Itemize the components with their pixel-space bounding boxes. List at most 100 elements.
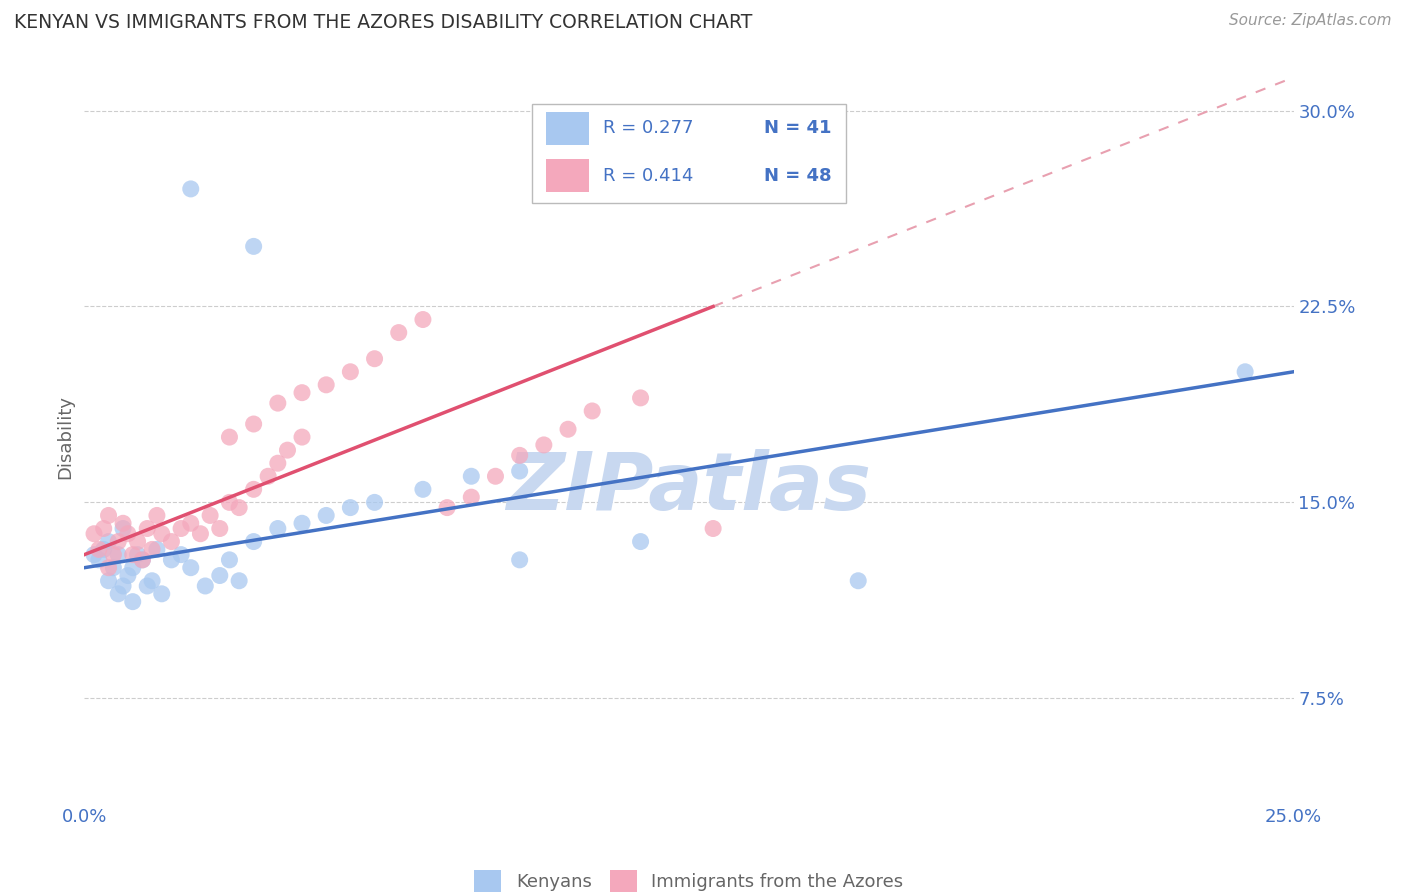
- Point: [117, 568, 139, 582]
- Point: [218, 495, 240, 509]
- Point: [103, 548, 125, 562]
- Point: [339, 500, 361, 515]
- Point: [581, 404, 603, 418]
- Point: [315, 377, 337, 392]
- Point: [83, 548, 105, 562]
- Y-axis label: Disability: Disability: [56, 395, 75, 479]
- Point: [228, 500, 250, 515]
- Point: [291, 385, 314, 400]
- Point: [218, 553, 240, 567]
- Point: [228, 574, 250, 588]
- FancyBboxPatch shape: [547, 159, 589, 192]
- Point: [170, 548, 193, 562]
- Point: [267, 396, 290, 410]
- Point: [267, 456, 290, 470]
- Point: [218, 430, 240, 444]
- Text: N = 41: N = 41: [763, 119, 831, 137]
- Point: [107, 548, 129, 562]
- Point: [702, 521, 724, 535]
- Point: [242, 534, 264, 549]
- Point: [136, 579, 159, 593]
- Point: [160, 534, 183, 549]
- Point: [460, 469, 482, 483]
- Point: [242, 483, 264, 497]
- Text: R = 0.414: R = 0.414: [603, 167, 693, 185]
- Text: Source: ZipAtlas.com: Source: ZipAtlas.com: [1229, 13, 1392, 29]
- Point: [388, 326, 411, 340]
- Point: [291, 430, 314, 444]
- Point: [170, 521, 193, 535]
- Point: [630, 391, 652, 405]
- Point: [533, 438, 555, 452]
- Point: [103, 560, 125, 574]
- Point: [146, 508, 169, 523]
- Point: [630, 534, 652, 549]
- Point: [846, 574, 869, 588]
- Point: [87, 553, 110, 567]
- Point: [150, 526, 173, 541]
- Point: [112, 579, 135, 593]
- Point: [112, 521, 135, 535]
- Point: [180, 516, 202, 531]
- Point: [141, 574, 163, 588]
- Point: [93, 542, 115, 557]
- Point: [276, 443, 298, 458]
- Point: [460, 490, 482, 504]
- Point: [412, 312, 434, 326]
- Point: [1234, 365, 1257, 379]
- Point: [208, 568, 231, 582]
- FancyBboxPatch shape: [547, 112, 589, 145]
- Point: [121, 560, 143, 574]
- Point: [127, 534, 149, 549]
- Point: [363, 351, 385, 366]
- Point: [257, 469, 280, 483]
- Point: [509, 553, 531, 567]
- Point: [291, 516, 314, 531]
- Point: [208, 521, 231, 535]
- Point: [112, 516, 135, 531]
- Point: [87, 542, 110, 557]
- Point: [117, 526, 139, 541]
- Point: [107, 534, 129, 549]
- Point: [127, 548, 149, 562]
- Point: [97, 574, 120, 588]
- Legend: Kenyans, Immigrants from the Azores: Kenyans, Immigrants from the Azores: [467, 863, 911, 892]
- Point: [190, 526, 212, 541]
- Point: [509, 464, 531, 478]
- Point: [242, 417, 264, 431]
- Text: KENYAN VS IMMIGRANTS FROM THE AZORES DISABILITY CORRELATION CHART: KENYAN VS IMMIGRANTS FROM THE AZORES DIS…: [14, 13, 752, 32]
- Point: [412, 483, 434, 497]
- Point: [121, 548, 143, 562]
- Point: [150, 587, 173, 601]
- Point: [97, 508, 120, 523]
- Point: [194, 579, 217, 593]
- Point: [198, 508, 221, 523]
- Point: [436, 500, 458, 515]
- Text: N = 48: N = 48: [763, 167, 831, 185]
- Point: [136, 521, 159, 535]
- Point: [339, 365, 361, 379]
- Point: [93, 521, 115, 535]
- Point: [509, 448, 531, 462]
- Point: [160, 553, 183, 567]
- Point: [97, 560, 120, 574]
- Point: [107, 587, 129, 601]
- Point: [242, 239, 264, 253]
- Point: [557, 422, 579, 436]
- Point: [315, 508, 337, 523]
- Text: ZIPatlas: ZIPatlas: [506, 450, 872, 527]
- Point: [180, 560, 202, 574]
- Point: [97, 534, 120, 549]
- Point: [267, 521, 290, 535]
- Point: [363, 495, 385, 509]
- Point: [484, 469, 506, 483]
- FancyBboxPatch shape: [531, 104, 846, 203]
- Point: [131, 553, 153, 567]
- Text: R = 0.277: R = 0.277: [603, 119, 693, 137]
- Point: [121, 594, 143, 608]
- Point: [141, 542, 163, 557]
- Point: [83, 526, 105, 541]
- Point: [131, 553, 153, 567]
- Point: [180, 182, 202, 196]
- Point: [146, 542, 169, 557]
